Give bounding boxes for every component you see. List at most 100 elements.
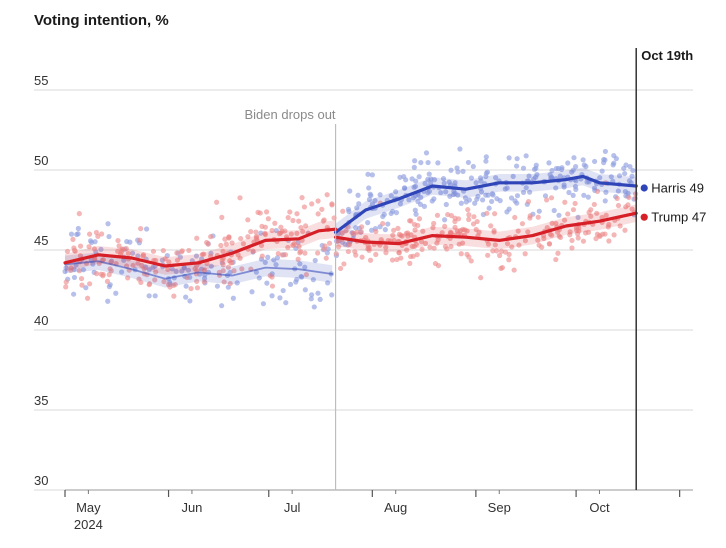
harris-poll-dot	[630, 167, 636, 174]
trump-poll-dot	[68, 267, 74, 273]
trump-poll-dot	[367, 257, 374, 263]
harris-poll-dot	[454, 165, 460, 171]
harris-poll-dot	[369, 172, 375, 178]
trump-poll-dot	[265, 216, 271, 222]
trump-poll-dot	[269, 227, 275, 234]
harris-poll-dot	[152, 293, 158, 299]
harris-poll-dot	[443, 201, 449, 208]
trump-poll-dot	[617, 223, 623, 229]
harris-end-label: Harris 49	[651, 181, 704, 196]
trump-poll-dot	[184, 274, 190, 281]
harris-poll-dot	[135, 253, 141, 259]
harris-poll-dot	[75, 225, 81, 232]
harris-poll-dot	[468, 175, 474, 181]
trump-poll-dot	[468, 258, 474, 264]
trump-poll-dot	[460, 226, 466, 232]
trump-poll-dot	[320, 218, 326, 224]
harris-poll-dot	[214, 283, 221, 289]
harris-poll-dot	[260, 301, 266, 307]
trump-poll-dot	[258, 242, 265, 249]
trump-poll-dot	[278, 224, 284, 230]
harris-poll-dot	[63, 265, 69, 271]
harris-poll-dot	[575, 214, 581, 221]
trump-poll-dot	[594, 188, 601, 194]
harris-poll-dot	[553, 165, 559, 172]
harris-poll-dot	[80, 267, 87, 273]
trump-poll-dot	[115, 248, 121, 254]
trump-poll-dot	[300, 228, 306, 235]
harris-poll-dot	[629, 173, 635, 179]
trump-poll-dot	[498, 248, 505, 254]
harris-poll-dot	[169, 266, 175, 272]
harris-poll-dot	[68, 231, 75, 237]
trump-poll-dot	[335, 244, 342, 250]
harris-poll-dot	[208, 263, 214, 269]
x-axis: May 2024 Jun Jul Aug Sep Oct	[64, 489, 693, 532]
harris-poll-dot	[581, 162, 587, 168]
harris-poll-dot	[435, 160, 441, 166]
harris-poll-dot	[219, 303, 225, 309]
harris-poll-dot	[416, 174, 422, 180]
trump-poll-dot	[98, 271, 104, 277]
trump-poll-dot	[555, 250, 561, 256]
trump-poll-dot	[493, 248, 500, 254]
trump-poll-dot	[541, 235, 547, 242]
trump-poll-dot	[130, 262, 136, 269]
trump-poll-dot	[71, 245, 77, 251]
harris-poll-dot	[571, 155, 577, 161]
trump-poll-dot	[373, 228, 379, 235]
trump-poll-dot	[214, 199, 220, 205]
harris-poll-dot	[622, 170, 628, 177]
trump-poll-dot	[484, 210, 490, 216]
harris-poll-dot	[423, 150, 430, 156]
trump-poll-dot	[285, 214, 291, 221]
trump-poll-dot	[575, 235, 581, 241]
harris-poll-dot	[258, 230, 264, 236]
trump-poll-dot	[405, 233, 411, 239]
harris-poll-dot	[570, 192, 576, 198]
harris-poll-dot	[105, 298, 111, 304]
harris-poll-dot	[367, 191, 373, 197]
trump-poll-dot	[596, 232, 603, 239]
trump-poll-dot	[87, 231, 93, 237]
trump-poll-dot	[410, 253, 416, 259]
trump-poll-dot	[565, 211, 571, 217]
trump-poll-dot	[63, 279, 69, 285]
harris-poll-dot	[409, 176, 415, 182]
trump-poll-dot	[107, 266, 113, 272]
trump-poll-dot	[231, 268, 237, 274]
x-tick-label-jun: Jun	[181, 500, 202, 515]
trump-poll-dot	[614, 195, 620, 202]
trump-poll-dot	[333, 251, 339, 257]
harris-poll-dot	[372, 197, 378, 204]
trump-poll-dot	[439, 230, 445, 236]
trump-poll-dot	[218, 242, 224, 249]
harris-poll-dot	[179, 268, 185, 274]
harris-poll-dot	[457, 146, 463, 152]
trump-poll-dot	[315, 211, 321, 217]
trump-poll-dot	[359, 254, 365, 260]
trump-poll-dot	[603, 212, 609, 218]
y-tick-label-40: 40	[34, 313, 48, 328]
trump-poll-dot	[395, 225, 401, 231]
harris-poll-dot	[621, 165, 627, 171]
trump-poll-dot	[515, 228, 521, 234]
trump-poll-dot	[511, 267, 517, 273]
harris-poll-dot	[446, 179, 452, 185]
harris-poll-dot	[470, 163, 476, 170]
harris-poll-dot	[561, 184, 567, 190]
harris-poll-dot	[546, 160, 552, 166]
trump-trend-line	[63, 227, 338, 268]
harris-poll-dot	[256, 275, 262, 281]
harris-poll-dot	[438, 190, 444, 196]
x-tick-label-jul: Jul	[284, 500, 301, 515]
harris-poll-dot	[597, 175, 603, 181]
harris-poll-dot	[534, 171, 540, 178]
trump-poll-dot	[491, 229, 497, 235]
trump-poll-dot	[478, 275, 484, 281]
trump-poll-dot	[455, 216, 462, 222]
trump-poll-dot	[625, 202, 631, 208]
harris-poll-dot	[483, 158, 489, 164]
trump-poll-dot	[591, 201, 597, 208]
trump-poll-dot	[512, 214, 518, 221]
